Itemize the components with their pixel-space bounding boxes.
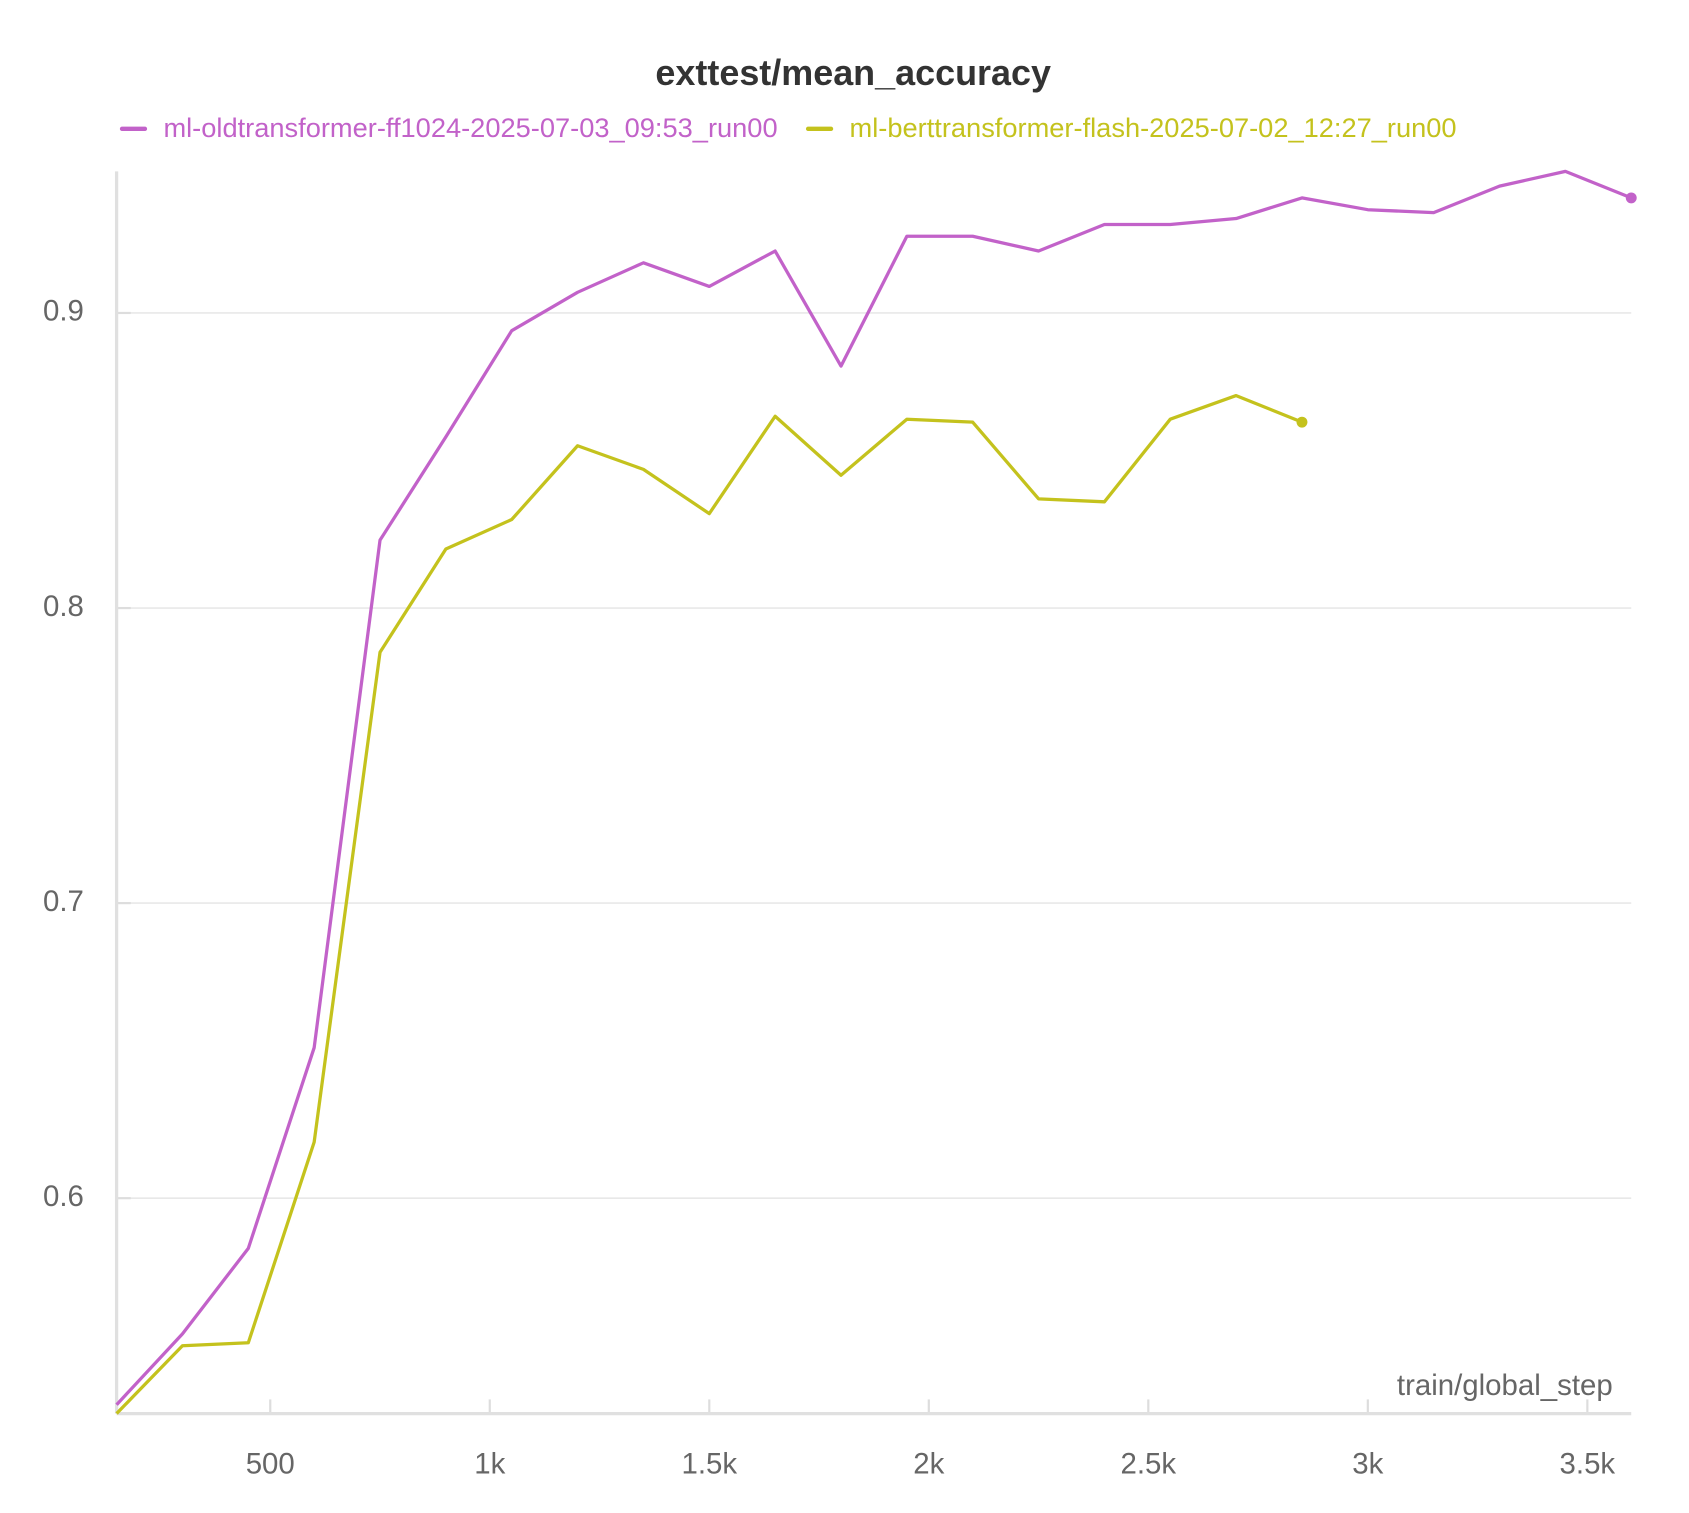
- x-tick-label: 2k: [913, 1448, 944, 1481]
- end-point: [1296, 416, 1308, 428]
- y-tick-label: 0.8: [43, 590, 84, 623]
- x-axis-label: train/global_step: [1397, 1369, 1613, 1402]
- legend-label: ml-oldtransformer-ff1024-2025-07-03_09:5…: [163, 112, 777, 143]
- x-tick-label: 3k: [1352, 1448, 1383, 1481]
- x-tick-label: 500: [246, 1448, 295, 1481]
- series-line: [115, 169, 1632, 1406]
- chart-title: exttest/mean_accuracy: [655, 52, 1051, 93]
- x-tick-label: 1.5k: [681, 1448, 737, 1481]
- series-line: [115, 393, 1303, 1415]
- x-tick-label: 3.5k: [1560, 1448, 1616, 1481]
- y-tick-label: 0.7: [43, 885, 84, 918]
- y-tick-label: 0.9: [43, 295, 84, 328]
- x-tick-label: 2.5k: [1121, 1448, 1177, 1481]
- end-point: [1625, 192, 1637, 204]
- x-tick-label: 1k: [474, 1448, 505, 1481]
- y-tick-label: 0.6: [43, 1180, 84, 1213]
- legend-label: ml-berttransformer-flash-2025-07-02_12:2…: [850, 112, 1457, 143]
